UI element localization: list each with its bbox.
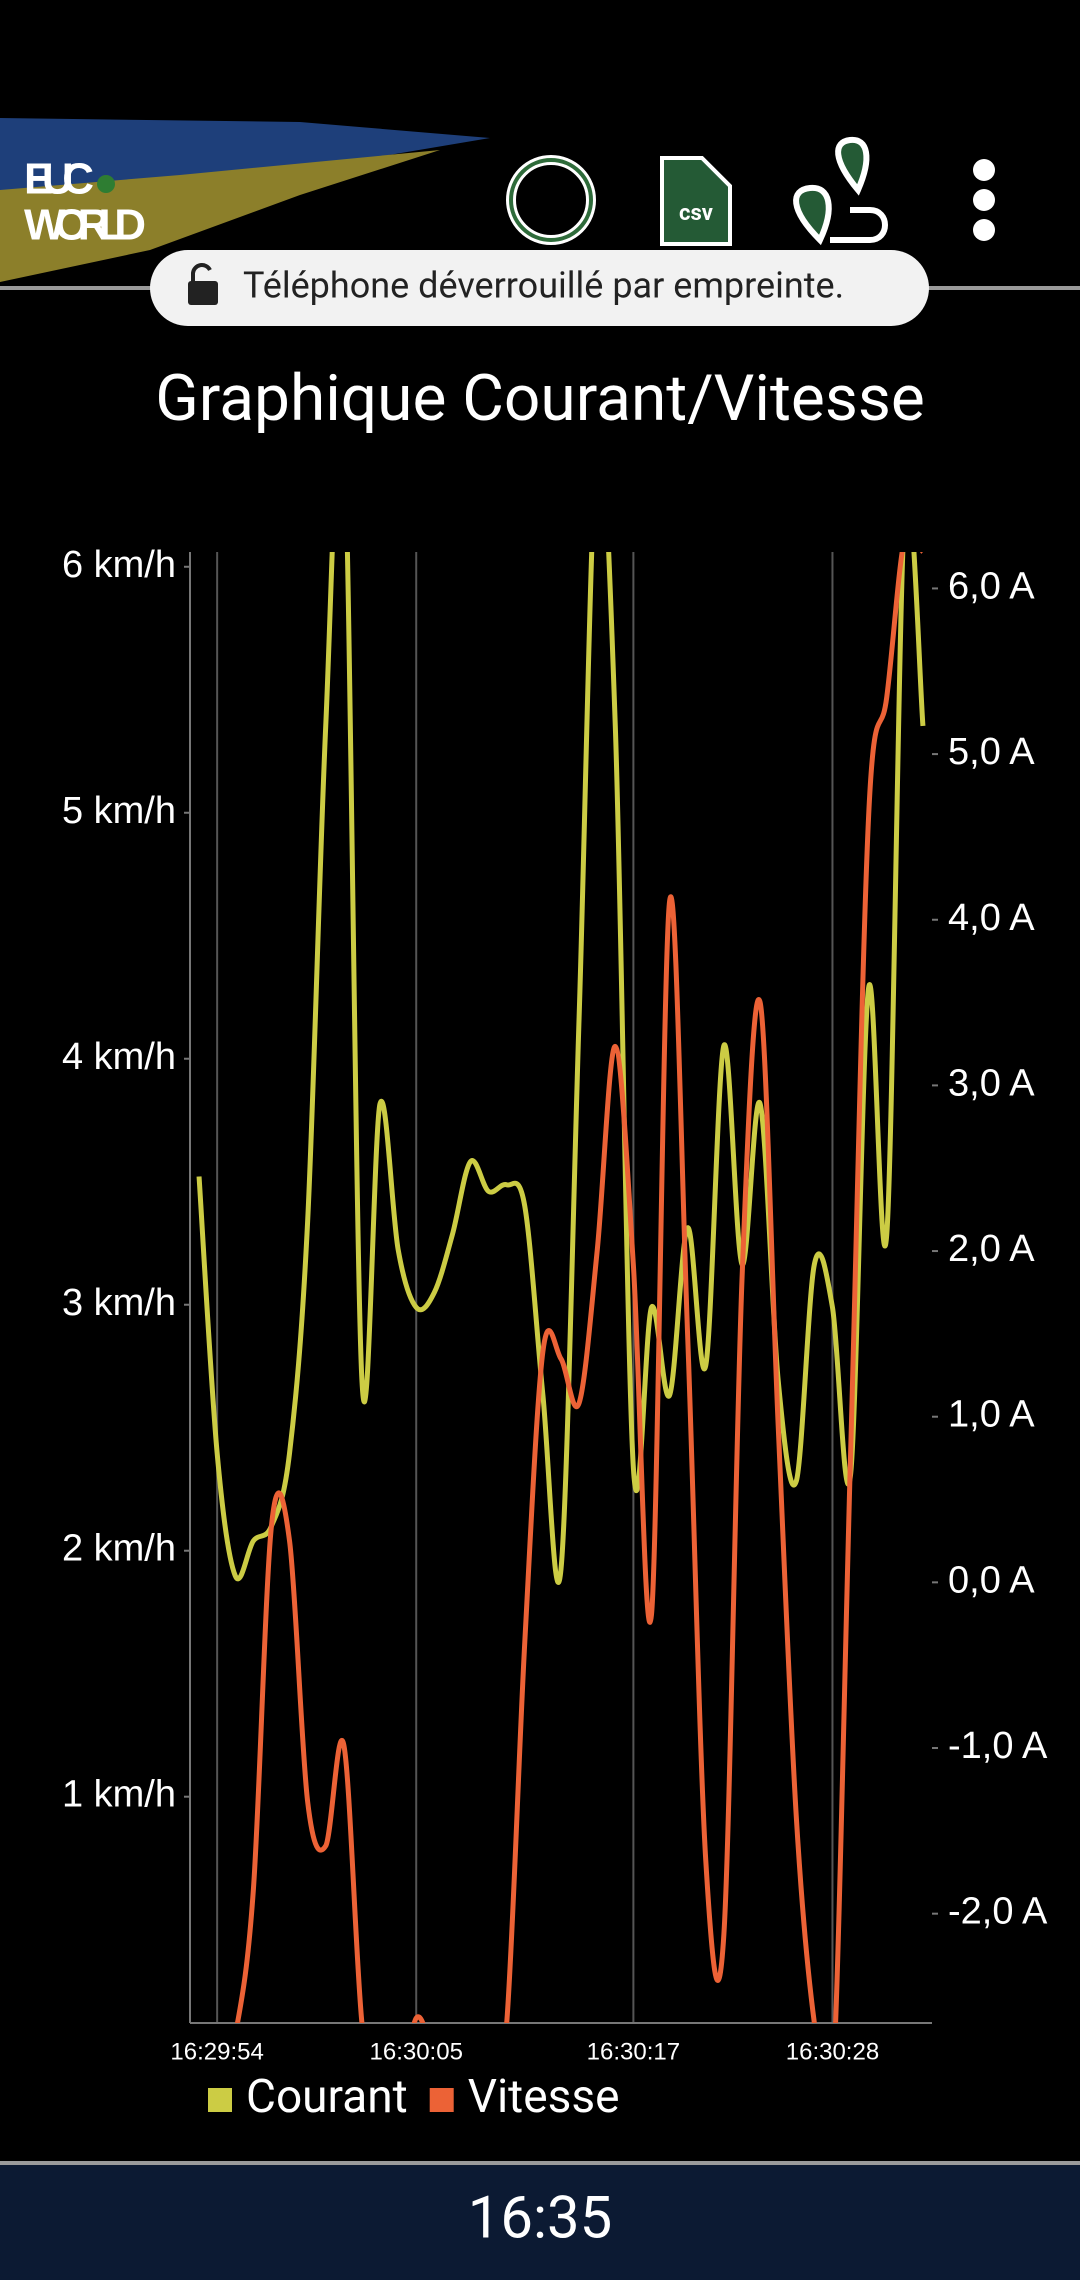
- x-tick-label: 16:30:28: [786, 2038, 879, 2065]
- legend-swatch: [208, 2088, 232, 2112]
- y2-tick-label: 2,0 A: [948, 1228, 1035, 1270]
- record-ring: [509, 158, 593, 242]
- chart: 16:29:54 16:30:05 16:30:17 16:30:28 1 km/h 2 …: [62, 544, 1048, 2124]
- y-tick-label: 2 km/h: [62, 1528, 176, 1570]
- y-tick-label: 4 km/h: [62, 1036, 176, 1078]
- footer: [0, 2165, 1080, 2280]
- unlock-body: [188, 281, 218, 305]
- clock: 16:35: [468, 2184, 612, 2252]
- logo-dot: [97, 175, 115, 193]
- y-tick-label: 5 km/h: [62, 790, 176, 832]
- csv-icon: [660, 156, 732, 246]
- unlock-icon: [191, 263, 212, 281]
- route-pin: [835, 136, 870, 196]
- csv-button[interactable]: csv: [660, 156, 732, 246]
- x-tick-label: 16:30:17: [587, 2038, 680, 2065]
- y2-tick-label: -2,0 A: [948, 1891, 1048, 1933]
- y2-tick-label: 0,0 A: [948, 1559, 1035, 1601]
- x-tick-label: 16:29:54: [170, 2038, 263, 2065]
- csv-label: csv: [679, 201, 713, 226]
- route-pin: [793, 184, 832, 246]
- logo-text: WORLD: [24, 201, 146, 250]
- logo-text: EUC: [24, 155, 94, 204]
- legend-label: Vitesse: [468, 2070, 620, 2124]
- toast-text: Téléphone déverrouillé par empreinte.: [243, 265, 844, 307]
- y-tick-label: 1 km/h: [62, 1774, 176, 1816]
- legend-label: Courant: [246, 2070, 408, 2124]
- toast: [150, 250, 929, 326]
- x-tick-label: 16:30:05: [370, 2038, 463, 2065]
- y-tick-label: 3 km/h: [62, 1282, 176, 1324]
- data-line: [196, 552, 926, 1585]
- y2-tick-label: -1,0 A: [948, 1725, 1048, 1767]
- chart-title: Graphique Courant/Vitesse: [155, 361, 925, 436]
- logo[interactable]: EUC WORLD: [0, 118, 490, 282]
- plot: [196, 552, 926, 2023]
- legend-swatch: [429, 2088, 454, 2112]
- data-line: [234, 552, 923, 2023]
- y2-tick-label: 1,0 A: [948, 1394, 1035, 1436]
- y-tick-label: 6 km/h: [62, 544, 176, 586]
- y2-tick-label: 6,0 A: [948, 565, 1035, 607]
- y2-tick-label: 5,0 A: [948, 731, 1035, 773]
- y2-tick-label: 4,0 A: [948, 897, 1035, 939]
- route-button[interactable]: [793, 136, 888, 246]
- menu-button[interactable]: [973, 159, 995, 241]
- y2-tick-label: 3,0 A: [948, 1062, 1035, 1104]
- route-path: [830, 207, 888, 243]
